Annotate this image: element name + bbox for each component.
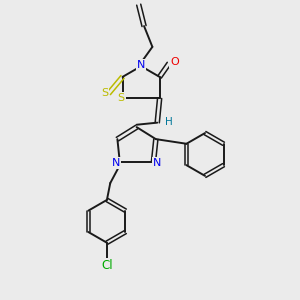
Text: N: N [153,158,161,168]
Text: N: N [137,60,145,70]
Text: Cl: Cl [101,259,113,272]
Text: O: O [170,57,179,67]
Text: N: N [112,158,120,168]
Text: H: H [165,117,172,127]
Text: S: S [101,88,108,98]
Text: S: S [118,93,124,103]
